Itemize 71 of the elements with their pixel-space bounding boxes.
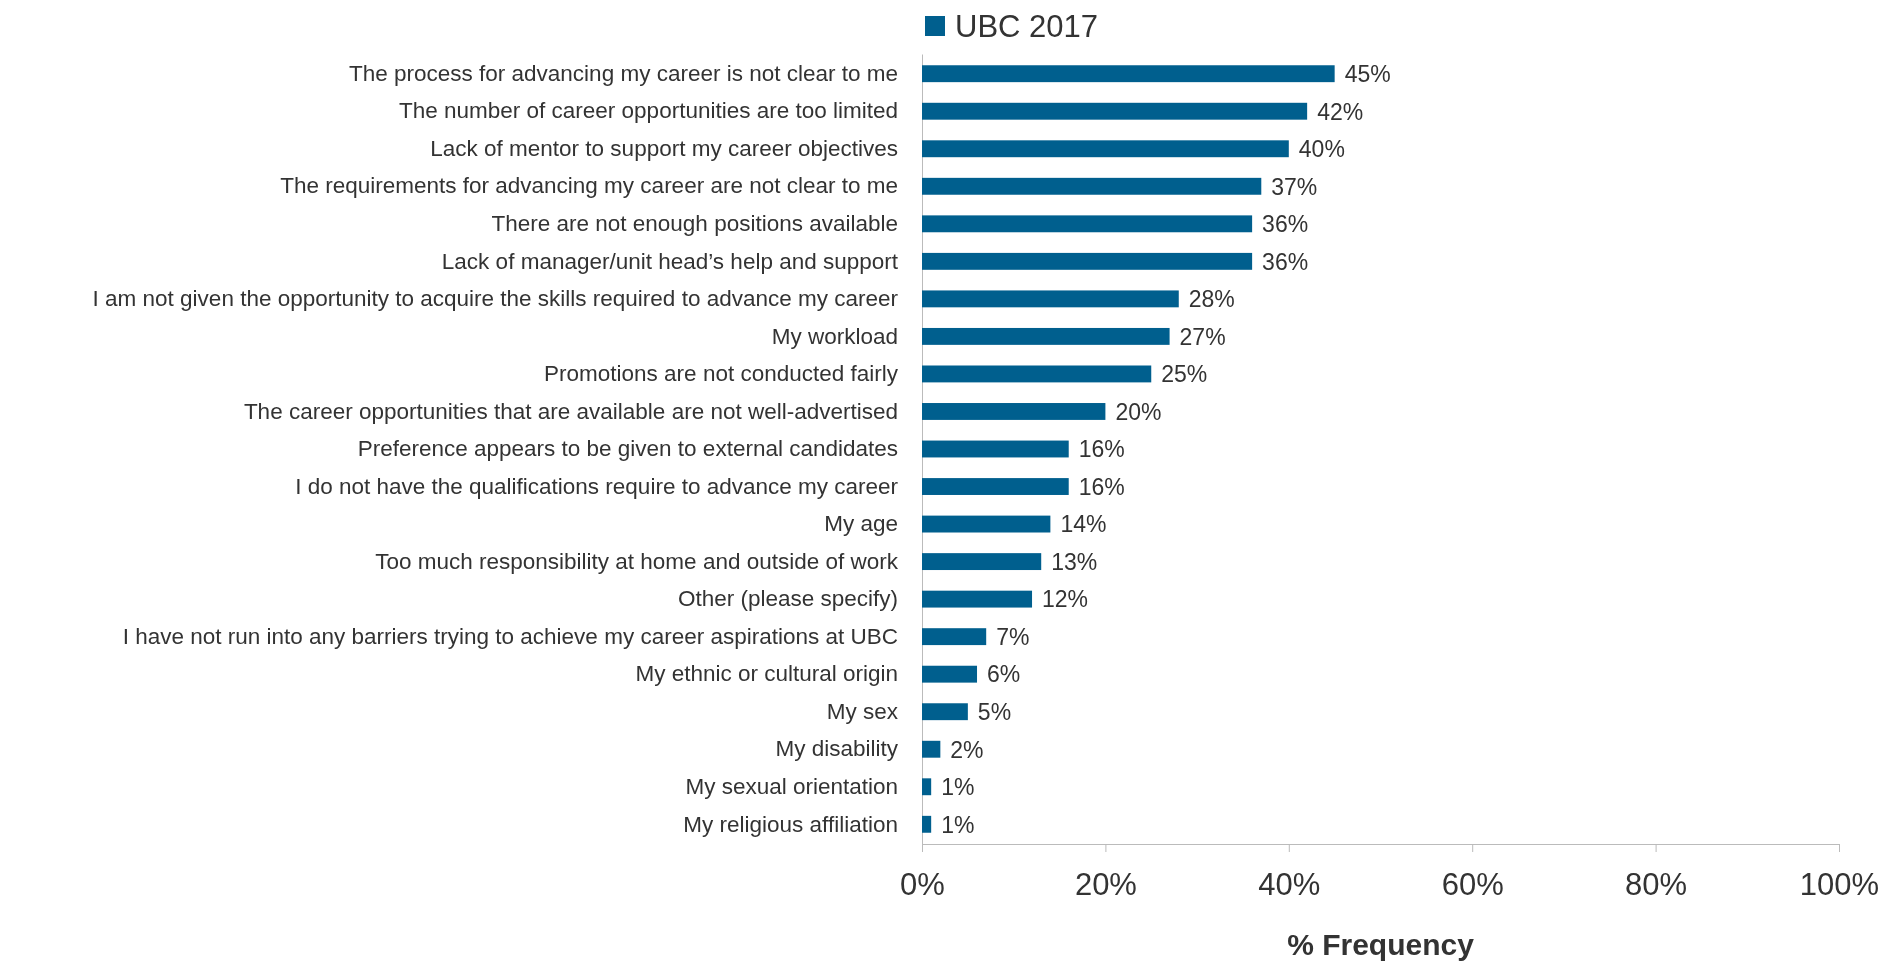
y-tick-label: Other (please specify)	[677, 586, 898, 612]
y-tick-label: Too much responsibility at home and outside of work	[375, 548, 899, 574]
x-tick-label: 0%	[900, 867, 945, 903]
data-label: 40%	[1298, 136, 1345, 163]
bar	[922, 590, 1033, 608]
y-tick-label: I have not run into any barriers trying to achieve my career aspirations at UBC	[122, 623, 898, 649]
x-axis-title: % Frequency	[1287, 928, 1475, 961]
y-tick-label: Promotions are not conducted fairly	[544, 361, 899, 387]
bar	[922, 815, 932, 833]
data-label: 14%	[1060, 511, 1107, 538]
data-label: 5%	[977, 698, 1012, 725]
bar	[922, 65, 1335, 83]
bar	[922, 553, 1042, 571]
data-label: 6%	[987, 661, 1021, 688]
bar	[922, 102, 1308, 120]
data-label: 16%	[1078, 436, 1125, 463]
x-tick-label: 100%	[1799, 867, 1880, 903]
y-tick-label: Lack of manager/unit head’s help and support	[441, 248, 899, 274]
bar	[922, 478, 1069, 495]
y-tick-label: The number of career opportunities are too limited	[398, 98, 898, 124]
y-tick-label: I am not given the opportunity to acquire the skills required to advance my career	[92, 286, 899, 312]
x-tick-label: 80%	[1625, 867, 1688, 903]
data-label: 13%	[1051, 548, 1098, 575]
y-tick-label: My workload	[771, 323, 898, 349]
bar	[922, 515, 1051, 533]
bar	[922, 628, 987, 646]
y-tick-label: My religious affiliation	[683, 811, 898, 837]
legend-label: UBC 2017	[955, 9, 1099, 45]
data-label: 12%	[1042, 586, 1089, 613]
bar	[922, 778, 932, 796]
y-tick-label: The career opportunities that are available are not well-advertised	[243, 398, 898, 424]
bar	[922, 440, 1069, 458]
bar	[922, 252, 1253, 270]
y-tick-label: My disability	[775, 736, 899, 762]
x-tick-label: 60%	[1441, 867, 1504, 903]
x-tick-label: 20%	[1074, 867, 1137, 903]
y-tick-label: There are not enough positions available	[491, 211, 898, 237]
data-label: 1%	[941, 774, 975, 801]
bar	[922, 703, 968, 721]
bar	[922, 740, 941, 758]
data-label: 42%	[1317, 98, 1364, 125]
x-tick-label: 40%	[1258, 867, 1321, 903]
bar	[922, 327, 1170, 345]
data-label: 37%	[1271, 173, 1318, 200]
bar	[922, 177, 1262, 195]
y-tick-label: I do not have the qualifications require to advance my career	[295, 473, 899, 499]
data-label: 20%	[1115, 398, 1162, 425]
data-label: 45%	[1344, 60, 1391, 87]
data-label: 16%	[1078, 473, 1125, 500]
y-tick-label: Preference appears to be given to external candidates	[357, 436, 898, 462]
data-label: 28%	[1188, 286, 1235, 313]
bar	[922, 290, 1179, 308]
bar	[922, 665, 978, 683]
data-label: 1%	[941, 811, 975, 838]
data-label: 36%	[1262, 211, 1309, 238]
data-label: 7%	[996, 623, 1030, 650]
bar	[922, 365, 1152, 383]
y-tick-label: Lack of mentor to support my career objectives	[430, 135, 898, 161]
y-tick-label: My age	[824, 511, 898, 537]
data-label: 27%	[1179, 323, 1226, 350]
bar	[922, 403, 1106, 420]
data-label: 2%	[950, 736, 984, 763]
bar	[922, 140, 1289, 158]
y-tick-label: The process for advancing my career is not clear to me	[349, 60, 898, 86]
data-label: 25%	[1161, 361, 1208, 388]
y-tick-label: The requirements for advancing my career are not clear to me	[280, 173, 898, 199]
bar	[922, 215, 1253, 233]
y-tick-label: My sex	[826, 698, 899, 724]
y-tick-label: My sexual orientation	[685, 773, 898, 799]
y-tick-label: My ethnic or cultural origin	[635, 661, 898, 687]
data-label: 36%	[1262, 248, 1309, 275]
